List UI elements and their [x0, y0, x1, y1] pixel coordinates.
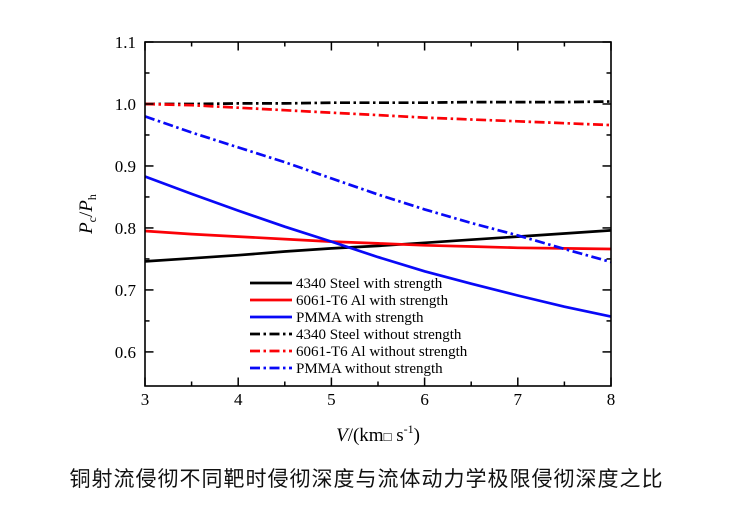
legend-item-6061-t6-al-without-strength: 6061-T6 Al without strength: [250, 344, 468, 360]
legend-item-4340-steel-with-strength: 4340 Steel with strength: [250, 276, 443, 292]
series-line-6061-t6-al-without-strength: [144, 102, 612, 127]
legend-label: 4340 Steel without strength: [296, 327, 462, 343]
series-line-4340-steel-with-strength: [144, 229, 612, 263]
series-line-pmma-without-strength: [144, 115, 612, 264]
x-tick-label: 7: [514, 390, 523, 409]
x-tick-label: 6: [420, 390, 429, 409]
x-tick-label: 5: [327, 390, 336, 409]
x-tick-label: 3: [141, 390, 150, 409]
y-tick-label: 0.6: [115, 343, 136, 362]
x-tick-label: 4: [234, 390, 243, 409]
x-axis-title: V/(km□ s-1): [336, 422, 420, 446]
plot-series: [144, 100, 612, 318]
tick-labels: 3 4 5 6 7 8 0.6 0.7 0.8 0.9 1.0 1.1: [115, 33, 616, 409]
y-tick-label: 0.7: [115, 281, 137, 300]
legend-label: 6061-T6 Al with strength: [296, 293, 449, 309]
y-tick-label: 0.8: [115, 219, 136, 238]
y-axis-title: Pc/Ph: [76, 194, 99, 235]
legend-label: PMMA with strength: [296, 310, 424, 326]
y-tick-label: 1.1: [115, 33, 136, 52]
legend-item-4340-steel-without-strength: 4340 Steel without strength: [250, 327, 462, 343]
legend-label: PMMA without strength: [296, 361, 443, 377]
x-tick-label: 8: [607, 390, 616, 409]
legend-item-6061-t6-al-with-strength: 6061-T6 Al with strength: [250, 293, 449, 309]
series-line-pmma-with-strength: [144, 175, 612, 318]
figure-caption: 铜射流侵彻不同靶时侵彻深度与流体动力学极限侵彻深度之比: [69, 467, 664, 491]
series-line-6061-t6-al-with-strength: [144, 229, 612, 251]
y-tick-label: 1.0: [115, 95, 136, 114]
legend-item-pmma-without-strength: PMMA without strength: [250, 361, 443, 377]
legend-item-pmma-with-strength: PMMA with strength: [250, 310, 424, 326]
axis-ticks: [144, 41, 612, 386]
legend-label: 6061-T6 Al without strength: [296, 344, 468, 360]
chart-canvas: 3 4 5 6 7 8 0.6 0.7 0.8 0.9 1.0 1.1 Pc/Ph V/(km□ s-1)…: [76, 33, 616, 446]
series-line-4340-steel-without-strength: [145, 100, 612, 106]
y-tick-label: 0.9: [115, 157, 136, 176]
legend-label: 4340 Steel with strength: [296, 276, 443, 292]
